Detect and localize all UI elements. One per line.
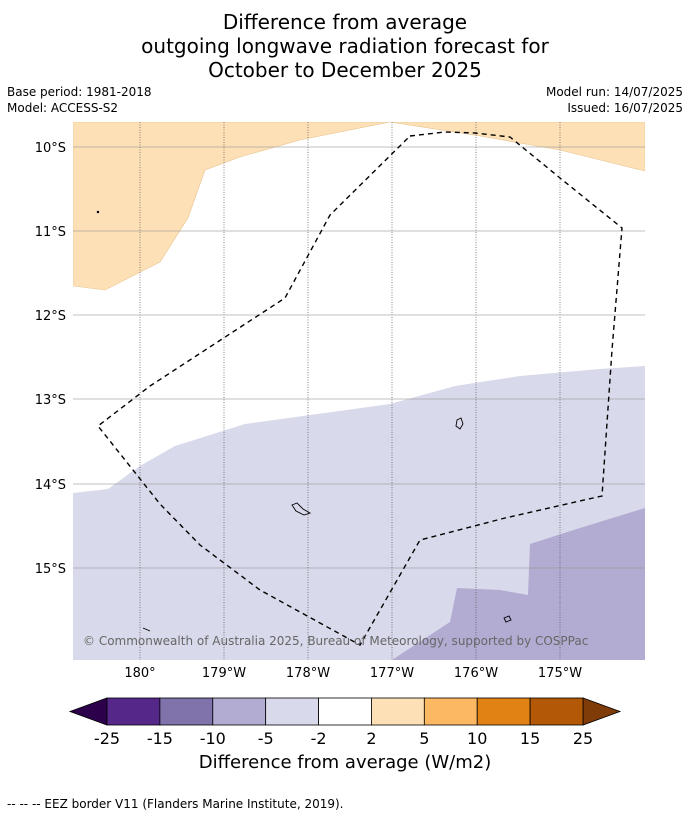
colorbar-tick-label: 25 bbox=[573, 729, 593, 748]
negative-anomaly-strong-region bbox=[392, 508, 645, 660]
colorbar-segment bbox=[529, 697, 584, 726]
colorbar-ticks: -25 -15 -10 -5 -2 2 5 10 15 25 bbox=[94, 729, 593, 748]
colorbar-label: Difference from average (W/m2) bbox=[198, 752, 492, 773]
meta-right: Model run: 14/07/2025 Issued: 16/07/2025 bbox=[546, 84, 683, 116]
colorbar-segment bbox=[423, 697, 478, 726]
colorbar-segment bbox=[106, 697, 161, 726]
map-plot-area: © Commonwealth of Australia 2025, Bureau… bbox=[73, 122, 645, 660]
negative-anomaly-light-region bbox=[73, 366, 645, 660]
colorbar-tick-label: -10 bbox=[200, 729, 226, 748]
eez-legend: -- -- -- EEZ border V11 (Flanders Marine… bbox=[7, 797, 344, 811]
colorbar-extend-low bbox=[68, 697, 108, 726]
lat-label: 12°S bbox=[35, 309, 66, 324]
colorbar-tick-label: -25 bbox=[94, 729, 120, 748]
colorbar-tick-label: -5 bbox=[258, 729, 274, 748]
lon-label: 175°W bbox=[538, 666, 582, 681]
title-line-1: Difference from average bbox=[222, 10, 468, 34]
map-title: Difference from average outgoing longwav… bbox=[0, 10, 690, 82]
island-east bbox=[455, 417, 464, 430]
island-central bbox=[291, 502, 312, 516]
map-copyright: © Commonwealth of Australia 2025, Bureau… bbox=[83, 634, 588, 648]
colorbar-segment bbox=[318, 697, 372, 726]
longitude-gridlines bbox=[139, 122, 561, 660]
colorbar-segment bbox=[159, 697, 214, 726]
colorbar-tick-label: 15 bbox=[520, 729, 540, 748]
lat-label: 13°S bbox=[35, 393, 66, 408]
title-line-2: outgoing longwave radiation forecast for bbox=[141, 34, 549, 58]
lon-label: 179°W bbox=[202, 666, 246, 681]
colorbar-tick-label: 10 bbox=[467, 729, 487, 748]
title-line-3: October to December 2025 bbox=[208, 58, 482, 82]
colorbar-segment bbox=[265, 697, 319, 726]
lon-label: 176°W bbox=[454, 666, 498, 681]
islands bbox=[96, 210, 512, 632]
longitude-axis: 180° 179°W 178°W 177°W 176°W 175°W bbox=[124, 666, 582, 681]
lat-label: 11°S bbox=[35, 225, 66, 240]
island-southeast bbox=[503, 615, 512, 623]
latitude-axis: 10°S 11°S 12°S 13°S 14°S 15°S bbox=[35, 141, 66, 577]
latitude-gridlines bbox=[73, 146, 645, 569]
colorbar-segments bbox=[106, 697, 584, 726]
eez-border bbox=[97, 131, 623, 646]
model-name: Model: ACCESS-S2 bbox=[7, 101, 119, 115]
colorbar: -25 -15 -10 -5 -2 2 5 10 15 25 bbox=[68, 697, 622, 748]
model-run: Model run: 14/07/2025 bbox=[545, 85, 683, 99]
lon-label: 177°W bbox=[370, 666, 414, 681]
colorbar-extend-high bbox=[582, 697, 622, 726]
lat-label: 10°S bbox=[35, 141, 66, 156]
colorbar-segment bbox=[212, 697, 267, 726]
colorbar-tick-label: 5 bbox=[419, 729, 429, 748]
island-southwest bbox=[142, 627, 151, 632]
lon-label: 180° bbox=[124, 666, 155, 681]
colorbar-segment bbox=[371, 697, 425, 726]
lat-label: 14°S bbox=[35, 478, 66, 493]
island-north bbox=[96, 210, 100, 214]
colorbar-tick-label: -15 bbox=[147, 729, 173, 748]
base-period: Base period: 1981-2018 bbox=[7, 85, 152, 99]
positive-anomaly-region bbox=[73, 122, 645, 291]
lat-label: 15°S bbox=[35, 562, 66, 577]
issued-date: Issued: 16/07/2025 bbox=[567, 101, 683, 115]
lon-label: 178°W bbox=[286, 666, 330, 681]
colorbar-tick-label: -2 bbox=[311, 729, 327, 748]
colorbar-segment bbox=[476, 697, 531, 726]
colorbar-tick-label: 2 bbox=[366, 729, 376, 748]
meta-left: Base period: 1981-2018 Model: ACCESS-S2 bbox=[7, 84, 152, 116]
